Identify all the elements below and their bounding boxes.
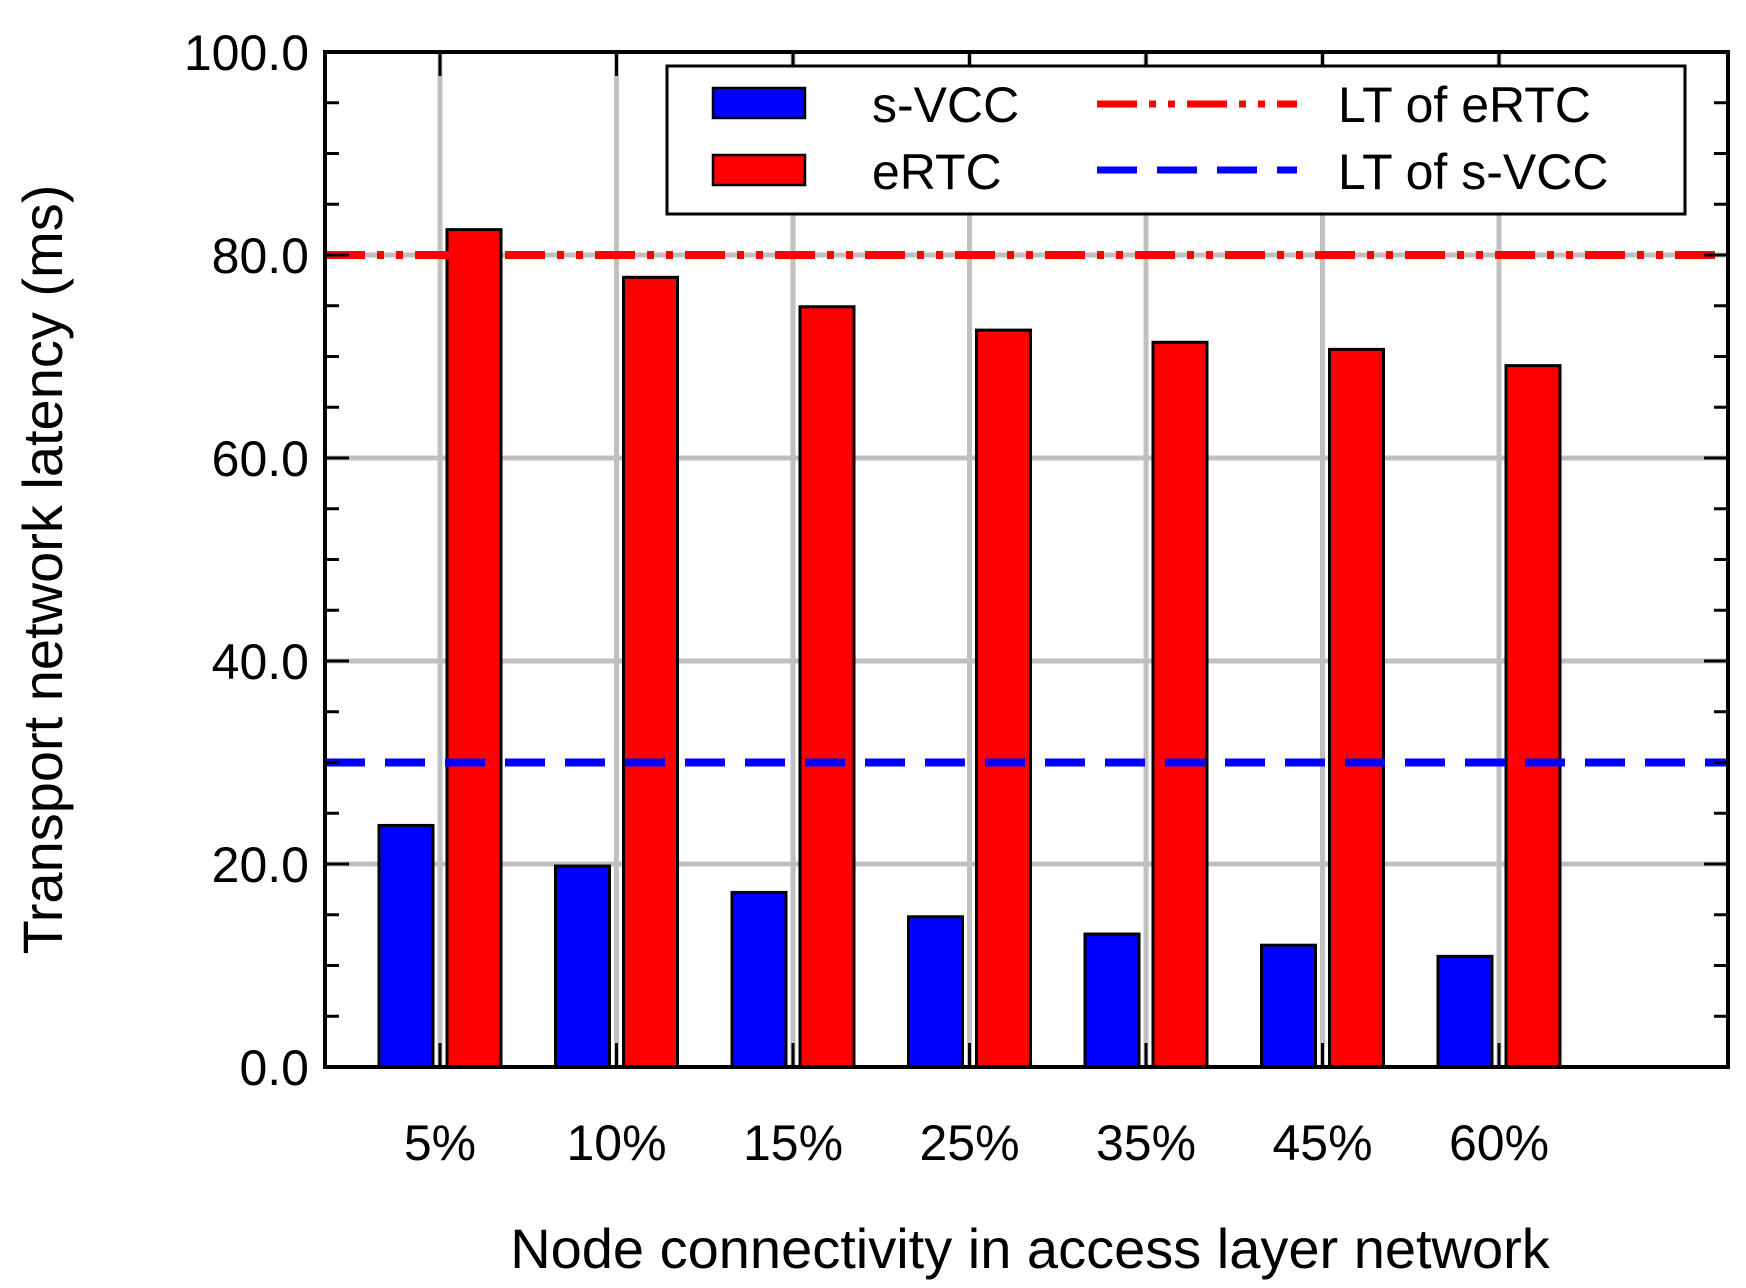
bar-ertc-25: [975, 328, 1032, 1069]
legend-swatch-ertc: [711, 153, 807, 187]
x-tick-label-45: 45%: [1272, 1115, 1372, 1171]
bar-ertc-5: [445, 228, 503, 1069]
bar-s-vcc-35: [1083, 932, 1141, 1069]
legend-label-s-vcc: s-VCC: [872, 77, 1019, 133]
bar-ertc-15: [798, 305, 856, 1069]
x-tick-label-25: 25%: [919, 1115, 1019, 1171]
axis-ticks: [325, 50, 1728, 1069]
x-tick-label-35: 35%: [1096, 1115, 1196, 1171]
tick-labels: 0.0 20.0 40.0 60.0 80.0 100.0 5% 10% 15% 25% 35% 45…: [184, 25, 1549, 1171]
bar-ertc-45: [1328, 347, 1385, 1069]
y-tick-label-4: 80.0: [212, 228, 309, 284]
legend-label-ertc: eRTC: [872, 144, 1002, 200]
x-axis-title: Node connectivity in access layer networ…: [510, 1217, 1551, 1280]
x-tick-label-10: 10%: [566, 1115, 666, 1171]
y-tick-label-1: 20.0: [212, 837, 309, 893]
legend-box: [665, 64, 1687, 216]
bar-ertc-60: [1504, 364, 1562, 1069]
legend-label-lt-of-s-vcc: LT of s-VCC: [1338, 144, 1608, 200]
legend: s-VCC eRTC LT of eRTC LT of s-VCC: [665, 64, 1687, 216]
bar-s-vcc-10: [554, 864, 611, 1069]
reference-lines: [325, 251, 1728, 767]
y-tick-label-3: 60.0: [212, 431, 309, 487]
legend-label-lt-of-ertc: LT of eRTC: [1338, 77, 1591, 133]
bar-s-vcc-5: [377, 823, 435, 1069]
bar-ertc-10: [622, 275, 679, 1069]
y-tick-label-2: 40.0: [212, 634, 309, 690]
y-tick-label-5: 100.0: [184, 25, 309, 81]
y-axis-title: Transport network latency (ms): [11, 185, 74, 955]
bar-s-vcc-60: [1436, 954, 1494, 1069]
y-tick-label-0: 0.0: [239, 1040, 309, 1096]
legend-swatch-s-vcc: [711, 86, 807, 120]
bar-s-vcc-15: [730, 890, 788, 1069]
x-tick-label-5: 5%: [404, 1115, 476, 1171]
x-tick-label-60: 60%: [1449, 1115, 1549, 1171]
bar-s-vcc-45: [1260, 943, 1317, 1069]
x-tick-label-15: 15%: [743, 1115, 843, 1171]
bar-s-vcc-25: [907, 915, 964, 1069]
bar-ertc-35: [1151, 340, 1209, 1069]
